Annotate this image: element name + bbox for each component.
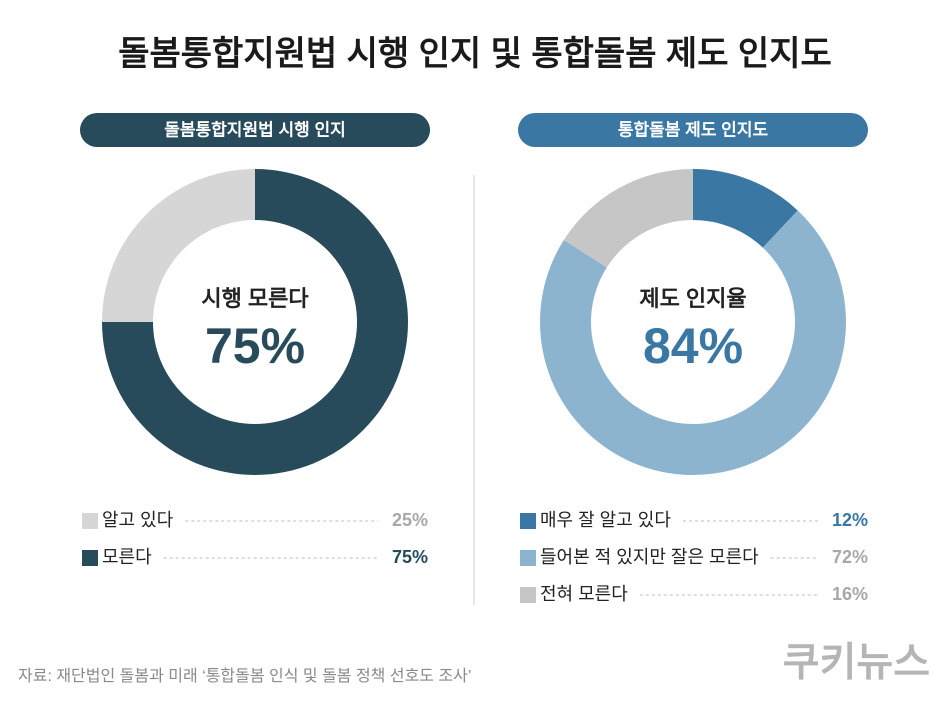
donut-slice bbox=[102, 169, 408, 475]
legend-label: 모른다 bbox=[102, 547, 152, 567]
chart-title: 돌봄통합지원법 시행 인지 bbox=[164, 119, 346, 139]
center-value: 75% bbox=[205, 318, 305, 374]
legend-label: 들어본 적 있지만 잘은 모른다 bbox=[540, 547, 759, 567]
donut-slice bbox=[693, 169, 798, 248]
legend-label: 전혀 모른다 bbox=[540, 584, 628, 604]
chart-title-pill bbox=[518, 113, 868, 147]
donut-slice bbox=[563, 169, 693, 268]
legend-swatch bbox=[82, 550, 98, 566]
legend-value: 75% bbox=[392, 547, 428, 567]
legend-swatch bbox=[520, 587, 536, 603]
legend-swatch bbox=[520, 513, 536, 529]
legend-value: 16% bbox=[832, 584, 868, 604]
legend-swatch bbox=[520, 550, 536, 566]
legend-label: 매우 잘 알고 있다 bbox=[540, 510, 671, 530]
chart-title: 통합돌봄 제도 인지도 bbox=[618, 119, 769, 139]
donut-slice bbox=[102, 169, 255, 322]
logo: 쿠키뉴스 bbox=[783, 641, 930, 685]
legend-swatch bbox=[82, 513, 98, 529]
donut-slice bbox=[540, 210, 846, 475]
legend-label: 알고 있다 bbox=[102, 510, 174, 530]
legend-value: 12% bbox=[832, 510, 868, 530]
page-title: 돌봄통합지원법 시행 인지 및 통합돌봄 제도 인지도 bbox=[118, 35, 832, 73]
legend-value: 72% bbox=[832, 547, 868, 567]
center-text: 시행 모른다 bbox=[201, 286, 309, 311]
legend-value: 25% bbox=[392, 510, 428, 530]
source: 자료: 재단법인 돌봄과 미래 ‘통합돌봄 인식 및 돌봄 정책 선호도 조사’ bbox=[18, 667, 471, 685]
center-value: 84% bbox=[643, 318, 743, 374]
chart-title-pill bbox=[80, 113, 430, 147]
center-text: 제도 인지율 bbox=[639, 286, 746, 311]
